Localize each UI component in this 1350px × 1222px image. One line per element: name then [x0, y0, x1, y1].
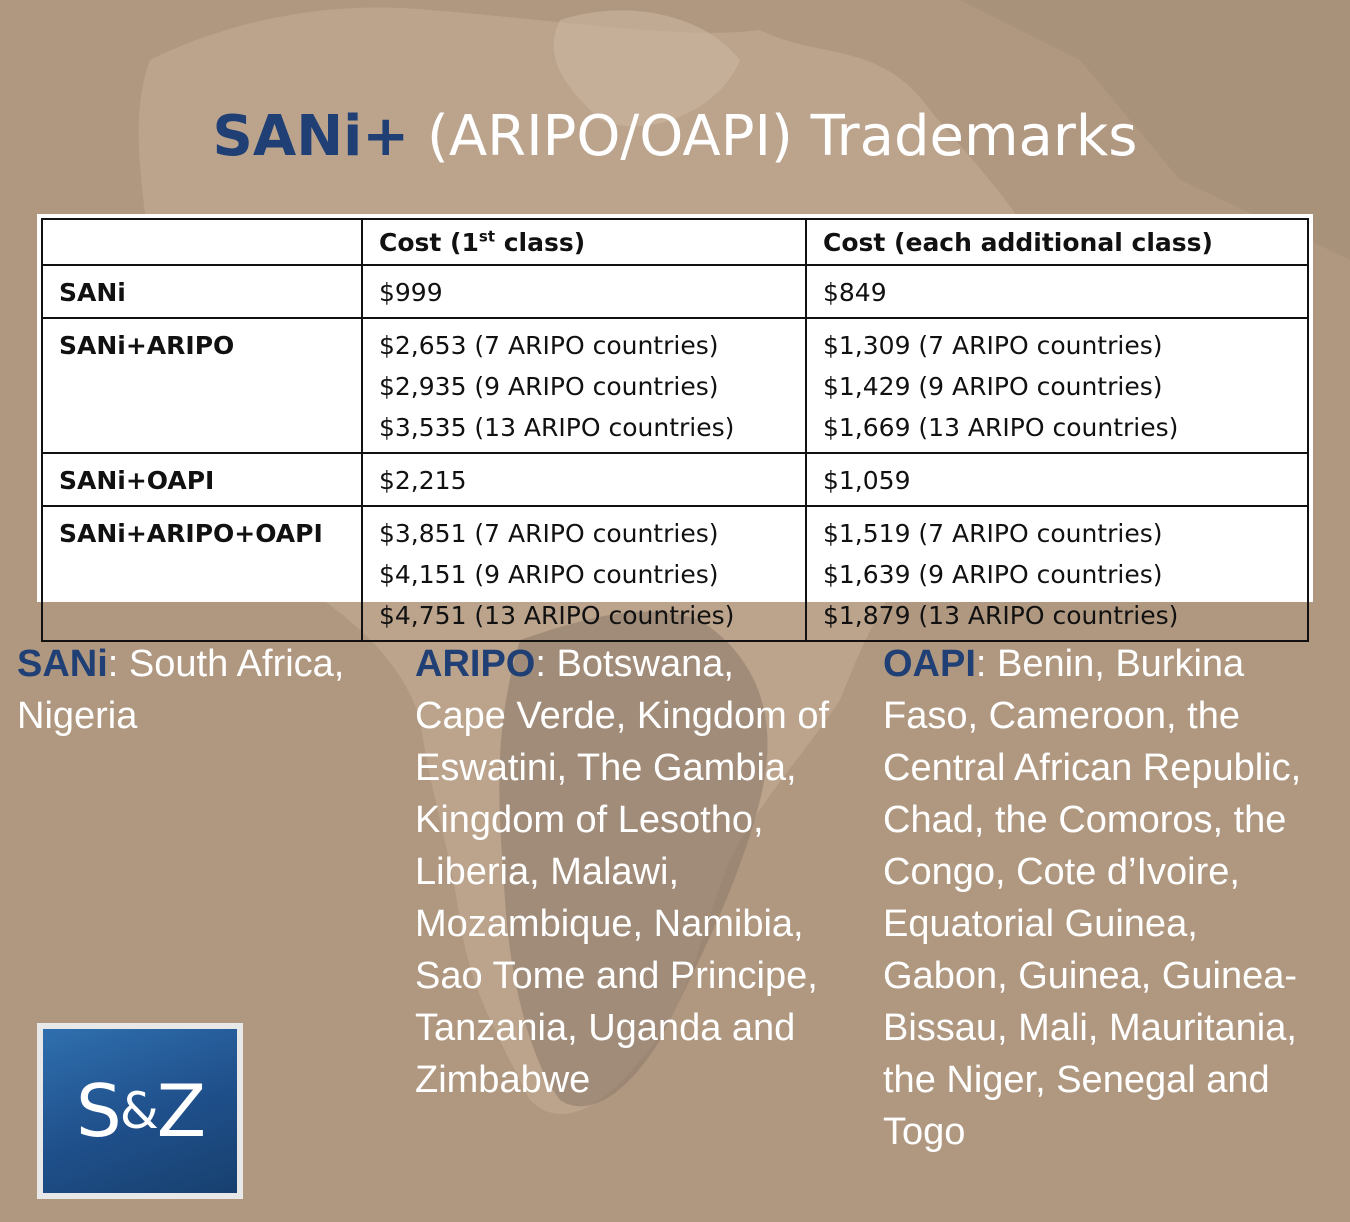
- row-label: SANi+ARIPO: [41, 317, 363, 454]
- aripo-key: ARIPO: [415, 643, 536, 685]
- table-row: SANi $999 $849: [41, 264, 1309, 319]
- header-empty: [41, 218, 363, 266]
- table-row: SANi+ARIPO+OAPI $3,851 (7 ARIPO countrie…: [41, 505, 1309, 642]
- table-header-row: Cost (1st class) Cost (each additional c…: [41, 218, 1309, 266]
- cell-first-class: $999: [361, 264, 807, 319]
- row-label: SANi: [41, 264, 363, 319]
- oapi-key: OAPI: [883, 643, 976, 685]
- cell-additional-class: $1,519 (7 ARIPO countries) $1,639 (9 ARIP…: [805, 505, 1309, 642]
- sz-logo: S & Z: [37, 1023, 243, 1199]
- cell-first-class: $2,653 (7 ARIPO countries) $2,935 (9 ARIP…: [361, 317, 807, 454]
- row-label: SANi+OAPI: [41, 452, 363, 507]
- header-additional-class: Cost (each additional class): [805, 218, 1309, 266]
- sani-country-list: SANi: South Africa, Nigeria: [17, 638, 387, 742]
- cell-additional-class: $849: [805, 264, 1309, 319]
- cell-first-class: $3,851 (7 ARIPO countries) $4,151 (9 ARIP…: [361, 505, 807, 642]
- cell-additional-class: $1,309 (7 ARIPO countries) $1,429 (9 ARIP…: [805, 317, 1309, 454]
- table-row: SANi+OAPI $2,215 $1,059: [41, 452, 1309, 507]
- table-row: SANi+ARIPO $2,653 (7 ARIPO countries) $2,…: [41, 317, 1309, 454]
- aripo-country-list: ARIPO: Botswana, Cape Verde, Kingdom of …: [415, 638, 835, 1106]
- cell-first-class: $2,215: [361, 452, 807, 507]
- sani-countries: : South Africa, Nigeria: [17, 643, 345, 737]
- sani-key: SANi: [17, 643, 108, 685]
- pricing-table-container: Cost (1st class) Cost (each additional c…: [37, 214, 1313, 642]
- title-brand: SANi+: [212, 104, 410, 169]
- oapi-country-list: OAPI: Benin, Burkina Faso, Cameroon, the…: [883, 638, 1323, 1158]
- aripo-countries: : Botswana, Cape Verde, Kingdom of Eswat…: [415, 643, 830, 1101]
- page-title: SANi+ (ARIPO/OAPI) Trademarks: [0, 104, 1350, 169]
- pricing-table: Cost (1st class) Cost (each additional c…: [41, 218, 1309, 642]
- oapi-countries: : Benin, Burkina Faso, Cameroon, the Cen…: [883, 643, 1302, 1153]
- row-label: SANi+ARIPO+OAPI: [41, 505, 363, 642]
- title-rest: (ARIPO/OAPI) Trademarks: [409, 104, 1138, 169]
- header-first-class: Cost (1st class): [361, 218, 807, 266]
- sz-logo-mark: S & Z: [43, 1029, 237, 1193]
- cell-additional-class: $1,059: [805, 452, 1309, 507]
